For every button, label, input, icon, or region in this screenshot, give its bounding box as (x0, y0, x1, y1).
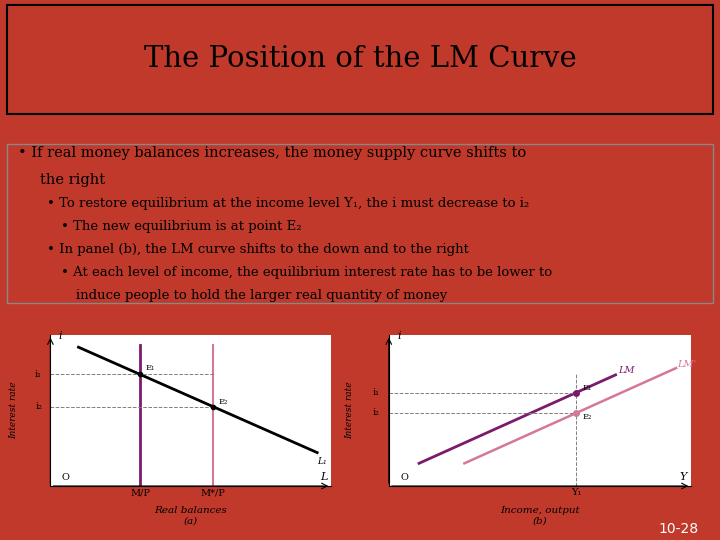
Text: Y: Y (679, 472, 686, 482)
Text: i₂: i₂ (35, 402, 42, 411)
Text: i₂: i₂ (373, 408, 379, 417)
Text: • To restore equilibrium at the income level Y₁, the i must decrease to i₂: • To restore equilibrium at the income l… (47, 197, 529, 210)
Text: (a): (a) (184, 516, 198, 525)
Text: (b): (b) (533, 516, 547, 525)
Text: The Position of the LM Curve: The Position of the LM Curve (143, 45, 577, 73)
Text: LM': LM' (678, 360, 697, 369)
Text: i: i (59, 332, 63, 341)
Text: the right: the right (40, 172, 104, 186)
Text: • The new equilibrium is at point E₂: • The new equilibrium is at point E₂ (61, 220, 302, 233)
Text: 10-28: 10-28 (658, 523, 698, 536)
Text: Real balances: Real balances (154, 505, 228, 515)
Text: Interest rate: Interest rate (9, 382, 19, 439)
Text: induce people to hold the larger real quantity of money: induce people to hold the larger real qu… (76, 289, 447, 302)
Text: E₁: E₁ (582, 383, 592, 392)
Text: E₂: E₂ (219, 397, 228, 406)
Text: i: i (398, 332, 401, 341)
Text: • At each level of income, the equilibrium interest rate has to be lower to: • At each level of income, the equilibri… (61, 266, 552, 279)
Text: E₁: E₁ (146, 364, 156, 372)
Text: • If real money balances increases, the money supply curve shifts to: • If real money balances increases, the … (18, 146, 526, 160)
Text: O: O (62, 473, 70, 482)
Text: O: O (401, 473, 409, 482)
Text: i₁: i₁ (35, 370, 42, 379)
Text: M/P: M/P (130, 488, 150, 497)
Text: • In panel (b), the LM curve shifts to the down and to the right: • In panel (b), the LM curve shifts to t… (47, 242, 469, 255)
Text: LM: LM (618, 366, 635, 375)
Text: Interest rate: Interest rate (345, 382, 354, 439)
Text: L: L (320, 472, 328, 482)
Text: M*/P: M*/P (201, 488, 225, 497)
Text: Income, output: Income, output (500, 505, 580, 515)
Text: L₁: L₁ (317, 457, 327, 466)
Text: E₂: E₂ (582, 413, 592, 421)
Text: i₁: i₁ (373, 388, 379, 397)
Text: Y₁: Y₁ (571, 488, 582, 497)
